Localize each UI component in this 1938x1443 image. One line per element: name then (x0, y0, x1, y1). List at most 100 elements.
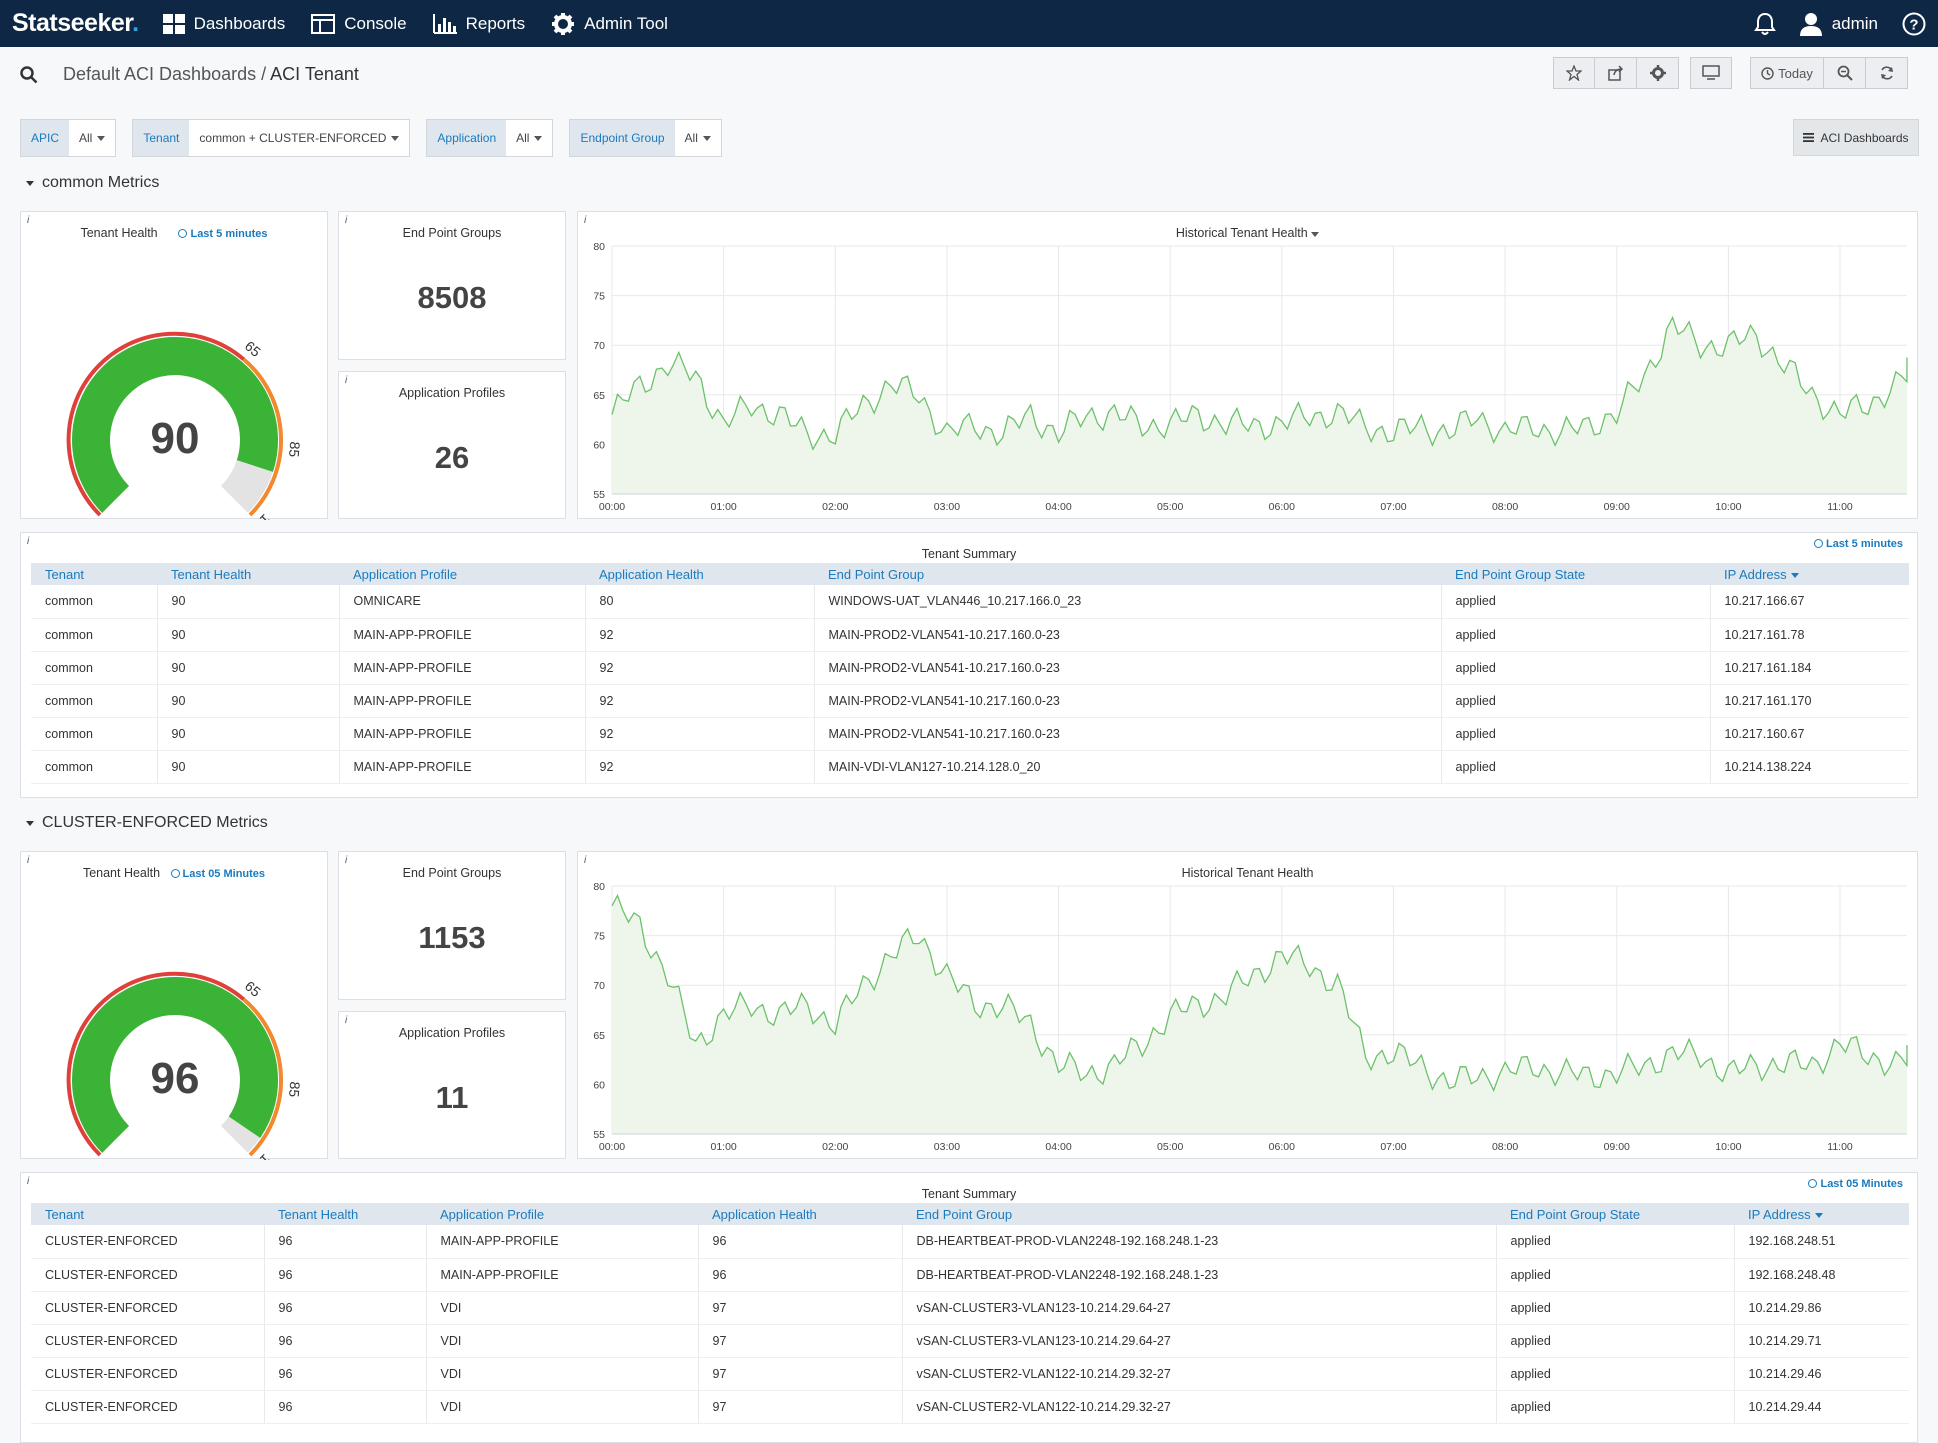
table-row: common 90 MAIN-APP-PROFILE 92 MAIN-PROD2-VLA… (31, 618, 1909, 652)
table-cell: 97 (697, 1390, 902, 1424)
info-icon[interactable]: i (27, 215, 30, 226)
nav-reports[interactable]: Reports (432, 13, 525, 34)
column-header[interactable]: Tenant (31, 563, 157, 585)
breadcrumb-parent[interactable]: Default ACI Dashboards (63, 63, 257, 84)
info-icon[interactable]: i (27, 855, 30, 866)
time-range-button[interactable]: Today (1750, 57, 1824, 89)
nav-dashboards[interactable]: Dashboards (162, 13, 285, 34)
info-icon[interactable]: i (27, 536, 30, 547)
panel-historical-tenant-health: i Historical Tenant Health 55 60 65 70 75 80 0… (577, 211, 1918, 519)
info-icon[interactable]: i (27, 1176, 30, 1187)
share-icon (1607, 65, 1623, 81)
nav-admin-tool[interactable]: Admin Tool (551, 12, 668, 36)
table-row: CLUSTER-ENFORCED 96 VDI 97 vSAN-CLUSTER2-VLA… (31, 1357, 1909, 1391)
panel-historical-tenant-health: i Historical Tenant Health 55 60 65 70 75 80 0… (577, 851, 1918, 1159)
breadcrumb-separator: / (261, 63, 267, 84)
table-cell: 10.214.138.224 (1709, 750, 1909, 784)
refresh-button[interactable] (1866, 57, 1908, 89)
time-badge[interactable]: Last 05 Minutes (170, 868, 265, 880)
column-header[interactable]: Application Health (698, 1203, 902, 1225)
filter-tenant-select[interactable]: common + CLUSTER-ENFORCED (189, 120, 409, 156)
x-tick-label: 04:00 (1045, 501, 1071, 513)
filter-endpoint-group-label: Endpoint Group (570, 120, 675, 156)
table-header-row: Tenant Tenant Health Application Profile… (31, 563, 1909, 585)
search-icon[interactable] (20, 66, 38, 84)
time-badge[interactable]: Last 5 minutes (1813, 538, 1903, 550)
column-header[interactable]: Tenant (31, 1203, 264, 1225)
column-header[interactable]: End Point Group State (1441, 563, 1710, 585)
time-badge[interactable]: Last 5 minutes (178, 228, 268, 240)
table-cell: MAIN-APP-PROFILE (425, 1258, 698, 1292)
x-tick-label: 11:00 (1827, 501, 1853, 513)
column-header[interactable]: End Point Group (814, 563, 1441, 585)
section-header-common[interactable]: common Metrics (26, 174, 159, 192)
chevron-down-icon (26, 180, 34, 186)
column-header[interactable]: End Point Group State (1496, 1203, 1734, 1225)
table-cell: 92 (584, 750, 814, 784)
y-tick-label: 80 (593, 241, 605, 253)
column-header[interactable]: End Point Group (902, 1203, 1496, 1225)
table-cell: common (31, 684, 157, 718)
column-header[interactable]: Application Profile (339, 563, 585, 585)
caret-down-icon (534, 135, 543, 141)
nav-console[interactable]: Console (311, 13, 407, 34)
help-icon[interactable]: ? (1902, 12, 1926, 36)
zoom-out-button[interactable] (1824, 57, 1866, 89)
table-row: CLUSTER-ENFORCED 96 VDI 97 vSAN-CLUSTER2-VLA… (31, 1390, 1909, 1424)
bell-icon[interactable] (1753, 12, 1776, 36)
table-cell: common (31, 717, 157, 751)
section-header-cluster-enforced[interactable]: CLUSTER-ENFORCED Metrics (26, 814, 268, 832)
table-cell: vSAN-CLUSTER3-VLAN123-10.214.29.64-27 (901, 1291, 1496, 1325)
panel-title[interactable]: Historical Tenant Health (1181, 866, 1314, 880)
tenant-summary-table: Tenant Tenant Health Application Profile… (31, 1203, 1909, 1424)
filter-application-select[interactable]: All (506, 120, 552, 156)
table-cell: applied (1440, 618, 1710, 652)
user-menu[interactable]: admin (1799, 12, 1878, 36)
time-badge[interactable]: Last 05 Minutes (1808, 1178, 1903, 1190)
statseeker-logo[interactable]: Statseeker. (12, 9, 139, 37)
column-header-sorted[interactable]: IP Address (1710, 563, 1909, 585)
panel-end-point-groups: i End Point Groups 1153 (338, 851, 566, 1000)
dashboards-grid-icon (162, 13, 185, 34)
filter-application: Application All (426, 119, 554, 157)
table-cell: applied (1440, 717, 1710, 751)
y-tick-label: 65 (593, 390, 605, 402)
gauge-band-red (66, 331, 246, 517)
table-cell: 10.217.161.184 (1709, 651, 1909, 685)
caret-down-icon (1311, 232, 1320, 237)
y-tick-label: 55 (593, 1129, 605, 1141)
table-cell: VDI (425, 1390, 698, 1424)
info-icon[interactable]: i (345, 1015, 348, 1026)
info-icon[interactable]: i (584, 855, 587, 866)
column-header[interactable]: Tenant Health (264, 1203, 426, 1225)
column-header[interactable]: Tenant Health (157, 563, 339, 585)
column-header[interactable]: Application Profile (426, 1203, 698, 1225)
filter-endpoint-group-select[interactable]: All (675, 120, 721, 156)
gauge-label-85: 85 (286, 1081, 303, 1098)
tv-mode-button[interactable] (1690, 57, 1732, 89)
info-icon[interactable]: i (345, 375, 348, 386)
settings-button[interactable] (1637, 57, 1679, 89)
info-icon[interactable]: i (584, 215, 587, 226)
table-cell: CLUSTER-ENFORCED (31, 1258, 264, 1292)
table-row: common 90 MAIN-APP-PROFILE 92 MAIN-PROD2-VLA… (31, 684, 1909, 718)
table-cell: 97 (697, 1291, 902, 1325)
tenant-summary-table: Tenant Tenant Health Application Profile… (31, 563, 1909, 784)
panel-title[interactable]: Historical Tenant Health (578, 226, 1917, 240)
column-header-sorted[interactable]: IP Address (1734, 1203, 1909, 1225)
filter-apic-select[interactable]: All (69, 120, 115, 156)
column-header[interactable]: Application Health (585, 563, 814, 585)
panel-title: Tenant Health Last 5 minutes (80, 226, 268, 240)
x-tick-label: 10:00 (1715, 501, 1741, 513)
breadcrumb: Default ACI Dashboards / ACI Tenant (63, 64, 359, 85)
gauge-label-100: 100 (246, 511, 274, 520)
x-tick-label: 05:00 (1157, 501, 1183, 513)
table-cell: applied (1440, 750, 1710, 784)
x-tick-label: 00:00 (599, 501, 625, 513)
aci-dashboards-button[interactable]: ACI Dashboards (1793, 119, 1919, 156)
info-icon[interactable]: i (345, 215, 348, 226)
refresh-icon (1880, 66, 1893, 80)
info-icon[interactable]: i (345, 855, 348, 866)
star-button[interactable] (1553, 57, 1595, 89)
share-button[interactable] (1595, 57, 1637, 89)
